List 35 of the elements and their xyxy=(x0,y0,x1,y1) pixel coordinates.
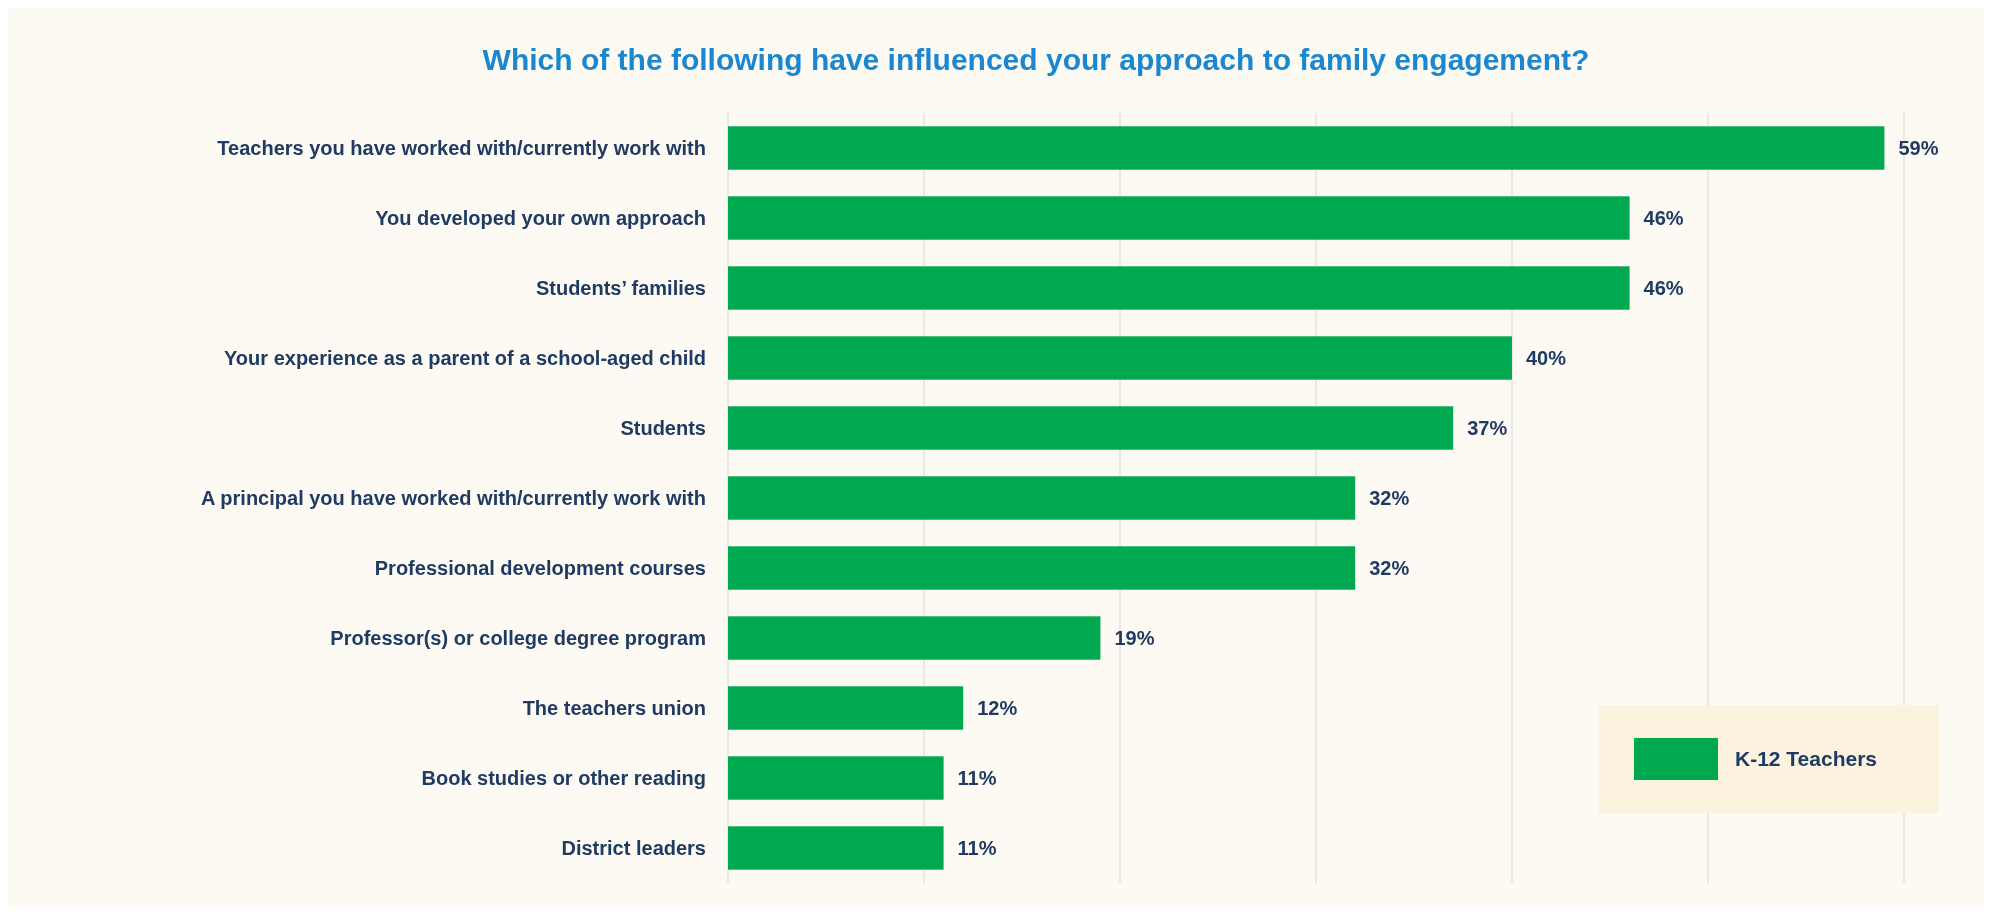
bar xyxy=(728,686,964,730)
data-label: 46% xyxy=(1643,207,1684,229)
y-tick-label: A principal you have worked with/currently work with xyxy=(201,487,706,509)
y-tick-label: The teachers union xyxy=(522,697,706,719)
data-label: 11% xyxy=(957,837,997,859)
data-label: 37% xyxy=(1467,417,1508,439)
data-label: 46% xyxy=(1643,277,1684,299)
bar xyxy=(728,546,1356,590)
bar xyxy=(728,826,944,870)
bar xyxy=(728,406,1454,450)
y-tick-label: Teachers you have worked with/currently work with xyxy=(217,137,706,159)
bar xyxy=(728,756,944,800)
data-label: 32% xyxy=(1369,487,1410,509)
legend-label: K-12 Teachers xyxy=(1735,747,1878,771)
y-tick-label: Students’ families xyxy=(535,277,706,299)
y-tick-label: Your experience as a parent of a school-aged child xyxy=(224,347,706,369)
y-tick-label: Professional development courses xyxy=(374,557,706,579)
y-tick-label: Students xyxy=(620,417,706,439)
data-label: 19% xyxy=(1114,627,1155,649)
y-tick-label: District leaders xyxy=(561,837,706,859)
data-label: 59% xyxy=(1898,137,1939,159)
bar xyxy=(728,616,1101,660)
bar xyxy=(728,476,1356,520)
bar xyxy=(728,266,1630,310)
bar xyxy=(728,336,1512,380)
bar xyxy=(728,196,1630,240)
data-label: 32% xyxy=(1369,557,1410,579)
data-label: 40% xyxy=(1526,347,1567,369)
bar xyxy=(728,126,1885,170)
y-tick-label: Book studies or other reading xyxy=(421,767,706,789)
data-label: 12% xyxy=(977,697,1018,719)
y-tick-label: You developed your own approach xyxy=(375,207,706,229)
y-tick-label: Professor(s) or college degree program xyxy=(330,627,706,649)
chart-title: Which of the following have influenced your approach to family engagement? xyxy=(482,43,1590,76)
data-label: 11% xyxy=(957,767,997,789)
